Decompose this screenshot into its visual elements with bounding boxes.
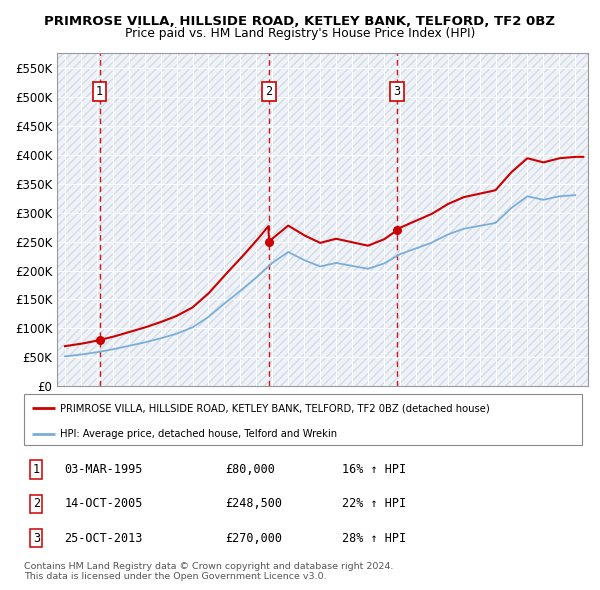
Text: 2: 2: [33, 497, 40, 510]
Text: 2: 2: [265, 85, 272, 98]
Text: PRIMROSE VILLA, HILLSIDE ROAD, KETLEY BANK, TELFORD, TF2 0BZ (detached house): PRIMROSE VILLA, HILLSIDE ROAD, KETLEY BA…: [60, 403, 490, 413]
Text: £80,000: £80,000: [225, 463, 275, 476]
Text: Contains HM Land Registry data © Crown copyright and database right 2024.: Contains HM Land Registry data © Crown c…: [24, 562, 394, 571]
Text: 14-OCT-2005: 14-OCT-2005: [64, 497, 143, 510]
Text: 1: 1: [96, 85, 103, 98]
Text: 25-OCT-2013: 25-OCT-2013: [64, 532, 143, 545]
Text: This data is licensed under the Open Government Licence v3.0.: This data is licensed under the Open Gov…: [24, 572, 326, 581]
Text: 3: 3: [393, 85, 400, 98]
Text: PRIMROSE VILLA, HILLSIDE ROAD, KETLEY BANK, TELFORD, TF2 0BZ: PRIMROSE VILLA, HILLSIDE ROAD, KETLEY BA…: [44, 15, 556, 28]
Text: 1: 1: [33, 463, 40, 476]
FancyBboxPatch shape: [24, 394, 582, 445]
Text: 3: 3: [33, 532, 40, 545]
Text: £248,500: £248,500: [225, 497, 282, 510]
Text: 03-MAR-1995: 03-MAR-1995: [64, 463, 143, 476]
Text: 22% ↑ HPI: 22% ↑ HPI: [342, 497, 406, 510]
Text: 28% ↑ HPI: 28% ↑ HPI: [342, 532, 406, 545]
Text: 16% ↑ HPI: 16% ↑ HPI: [342, 463, 406, 476]
Text: Price paid vs. HM Land Registry's House Price Index (HPI): Price paid vs. HM Land Registry's House …: [125, 27, 475, 40]
Text: £270,000: £270,000: [225, 532, 282, 545]
Text: HPI: Average price, detached house, Telford and Wrekin: HPI: Average price, detached house, Telf…: [60, 429, 337, 439]
